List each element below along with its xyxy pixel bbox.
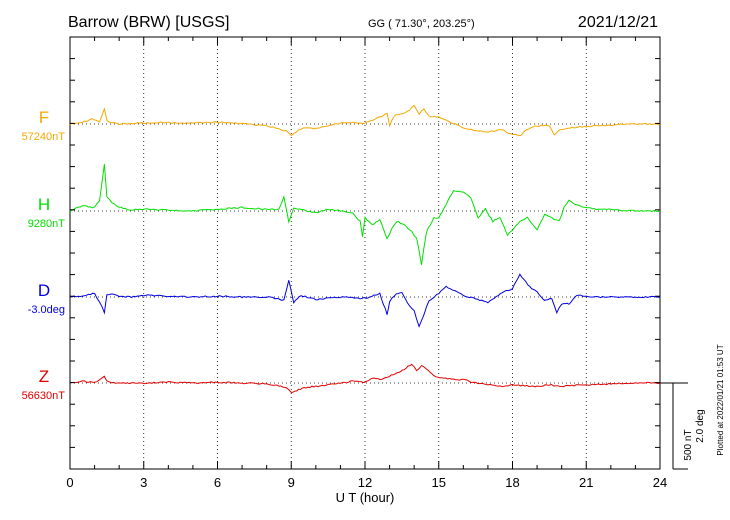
series-line-F [69,104,661,137]
axis-ticks: 0 3 6 9 12 15 18 21 24 [66,36,667,490]
x-tick-label: 24 [653,475,667,490]
plotted-at-note: Plotted at 2022/01/21 01:53 UT [716,344,725,455]
x-tick-label: 3 [140,475,147,490]
x-tick-label: 12 [358,475,372,490]
date-label: 2021/12/21 [578,14,658,31]
x-tick-label: 21 [579,475,593,490]
series-line-H [69,164,661,265]
series-labels: F 57240nT H 9280nT D -3.0deg Z 56630nT [22,108,66,402]
x-tick-label: 18 [505,475,519,490]
series-baseline-H: 9280nT [28,218,66,230]
series-baseline-D: -3.0deg [28,304,65,316]
x-tick-label: 6 [214,475,221,490]
x-tick-label: 15 [432,475,446,490]
series-line-D [69,273,661,328]
series-line-Z [69,363,661,394]
scale-deg-label: 2.0 deg [695,409,706,442]
series-baseline-Z: 56630nT [22,390,66,402]
series-name-D: D [38,281,50,300]
x-tick-label: 0 [66,475,73,490]
series-name-H: H [38,195,50,214]
series-baseline-F: 57240nT [22,131,66,143]
scale-bar: 500 nT 2.0 deg [660,382,706,470]
grid-lines [143,37,587,469]
series-name-F: F [39,108,49,127]
x-tick-label: 9 [288,475,295,490]
series-lines [69,104,661,394]
x-axis-label: U T (hour) [336,490,395,505]
series-name-Z: Z [39,367,49,386]
coords-label: GG ( 71.30°, 203.25°) [368,18,475,30]
scale-nt-label: 500 nT [683,429,694,460]
station-title: Barrow (BRW) [USGS] [68,14,230,31]
